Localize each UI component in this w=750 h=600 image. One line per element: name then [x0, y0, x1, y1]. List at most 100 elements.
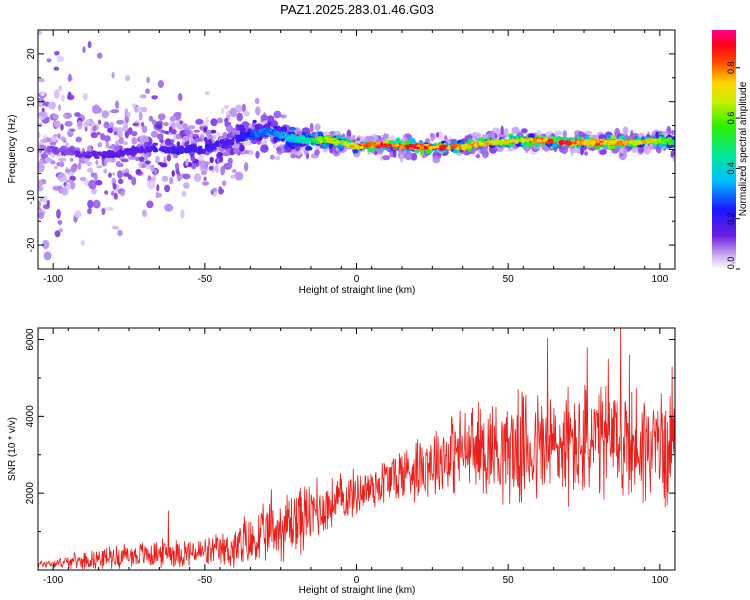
- heatmap-cell: [304, 139, 310, 142]
- heatmap-cell: [169, 147, 173, 151]
- heatmap-cell: [164, 138, 172, 146]
- heatmap-cell: [111, 127, 120, 133]
- heatmap-cell: [111, 72, 115, 79]
- heatmap-cell: [221, 180, 227, 187]
- heatmap-cell: [101, 208, 106, 216]
- heatmap-cell: [186, 148, 190, 152]
- heatmap-cell: [65, 183, 71, 190]
- heatmap-cell: [547, 140, 553, 144]
- heatmap-cell: [138, 161, 143, 169]
- heatmap-cell: [187, 125, 196, 130]
- heatmap-cell: [672, 155, 675, 163]
- heatmap-cell: [322, 138, 327, 143]
- heatmap-cell: [504, 140, 510, 144]
- heatmap-cell: [204, 91, 210, 96]
- heatmap-cell: [98, 119, 102, 125]
- heatmap-cell: [216, 132, 221, 137]
- heatmap-cell: [108, 172, 112, 178]
- heatmap-cell: [75, 136, 82, 143]
- heatmap-cell: [352, 148, 359, 154]
- heatmap-cell: [117, 229, 123, 237]
- heatmap-cell: [164, 184, 171, 193]
- heatmap-cell: [134, 106, 143, 113]
- heatmap-cell: [157, 80, 164, 89]
- heatmap-cell: [367, 142, 371, 148]
- heatmap-cell: [634, 140, 639, 145]
- spectrogram-heatmap: [38, 6, 675, 261]
- heatmap-cell: [171, 170, 175, 177]
- heatmap-cell: [533, 137, 537, 141]
- heatmap-cell: [132, 122, 139, 127]
- heatmap-cell: [241, 135, 247, 140]
- heatmap-cell: [255, 150, 260, 159]
- heatmap-cell: [294, 134, 297, 138]
- heatmap-cell: [244, 149, 250, 154]
- heatmap-cell: [38, 131, 41, 139]
- heatmap-cell: [38, 200, 42, 209]
- heatmap-cell: [168, 176, 174, 185]
- heatmap-cell: [49, 6, 53, 11]
- heatmap-cell: [181, 190, 187, 198]
- heatmap-cell: [53, 66, 60, 71]
- heatmap-cell: [392, 148, 397, 159]
- heatmap-cell: [420, 148, 424, 156]
- heatmap-cell: [99, 152, 105, 155]
- heatmap-cell: [115, 100, 120, 109]
- heatmap-cell: [131, 137, 138, 145]
- heatmap-cell: [38, 167, 45, 172]
- heatmap-cell: [175, 150, 179, 154]
- heatmap-cell: [113, 131, 118, 136]
- heatmap-cell: [233, 146, 240, 155]
- heatmap-cell: [123, 151, 127, 155]
- heatmap-cell: [114, 145, 121, 152]
- heatmap-cell: [117, 130, 123, 138]
- heatmap-cell: [130, 149, 135, 154]
- y-tick-label: -20: [26, 237, 37, 252]
- heatmap-cell: [274, 155, 281, 161]
- heatmap-cell: [152, 142, 159, 146]
- heatmap-cell: [290, 146, 296, 150]
- x-tick-label: -100: [43, 575, 63, 586]
- heatmap-cell: [582, 140, 587, 145]
- heatmap-cell: [226, 133, 231, 139]
- heatmap-cell: [150, 130, 159, 138]
- heatmap-cell: [162, 122, 169, 127]
- heatmap-cell: [61, 151, 64, 156]
- x-tick-label: 50: [503, 274, 515, 285]
- heatmap-cell: [352, 134, 356, 141]
- heatmap-cell: [217, 152, 224, 158]
- heatmap-cell: [66, 94, 75, 101]
- heatmap-cell: [383, 143, 388, 147]
- heatmap-cell: [429, 133, 434, 137]
- heatmap-cell: [82, 92, 88, 101]
- heatmap-cell: [63, 181, 67, 187]
- heatmap-cell: [96, 52, 103, 59]
- heatmap-cell: [182, 173, 191, 180]
- heatmap-cell: [470, 143, 475, 147]
- heatmap-cell: [452, 150, 458, 154]
- x-tick-label: 50: [503, 575, 515, 586]
- heatmap-cell: [166, 154, 172, 162]
- heatmap-cell: [85, 119, 92, 124]
- colorbar-tick-label: 0.2: [726, 212, 736, 225]
- heatmap-cell: [609, 135, 616, 139]
- heatmap-cell: [39, 196, 44, 202]
- heatmap-cell: [87, 199, 94, 209]
- heatmap-cell: [118, 136, 124, 144]
- heatmap-cell: [59, 161, 65, 168]
- heatmap-cell: [474, 132, 481, 138]
- heatmap-cell: [56, 209, 61, 219]
- snr-ticks: -100 -50 0 50 100 2000 4000 6000: [25, 328, 676, 586]
- heatmap-cell: [194, 137, 203, 142]
- spectrogram-ylabel: Frequency (Hz): [7, 115, 18, 184]
- y-tick-label: 20: [26, 48, 37, 60]
- x-tick-label: 0: [354, 575, 360, 586]
- heatmap-cell: [232, 169, 237, 174]
- heatmap-cell: [60, 145, 66, 151]
- heatmap-cell: [80, 239, 85, 246]
- heatmap-cell: [439, 144, 445, 149]
- heatmap-cell: [391, 143, 397, 148]
- heatmap-cell: [511, 128, 516, 135]
- heatmap-cell: [61, 187, 69, 196]
- heatmap-cell: [288, 126, 296, 131]
